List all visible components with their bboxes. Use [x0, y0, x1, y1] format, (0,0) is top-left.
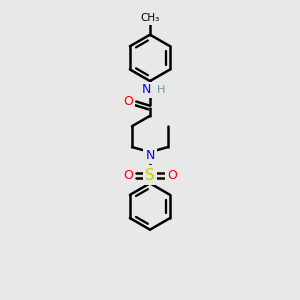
Text: S: S	[145, 168, 155, 183]
Text: H: H	[157, 85, 166, 95]
Text: CH₃: CH₃	[140, 13, 160, 23]
Text: N: N	[141, 83, 151, 97]
Text: N: N	[145, 149, 155, 162]
Text: O: O	[123, 169, 133, 182]
Text: O: O	[167, 169, 177, 182]
Text: O: O	[123, 95, 133, 108]
